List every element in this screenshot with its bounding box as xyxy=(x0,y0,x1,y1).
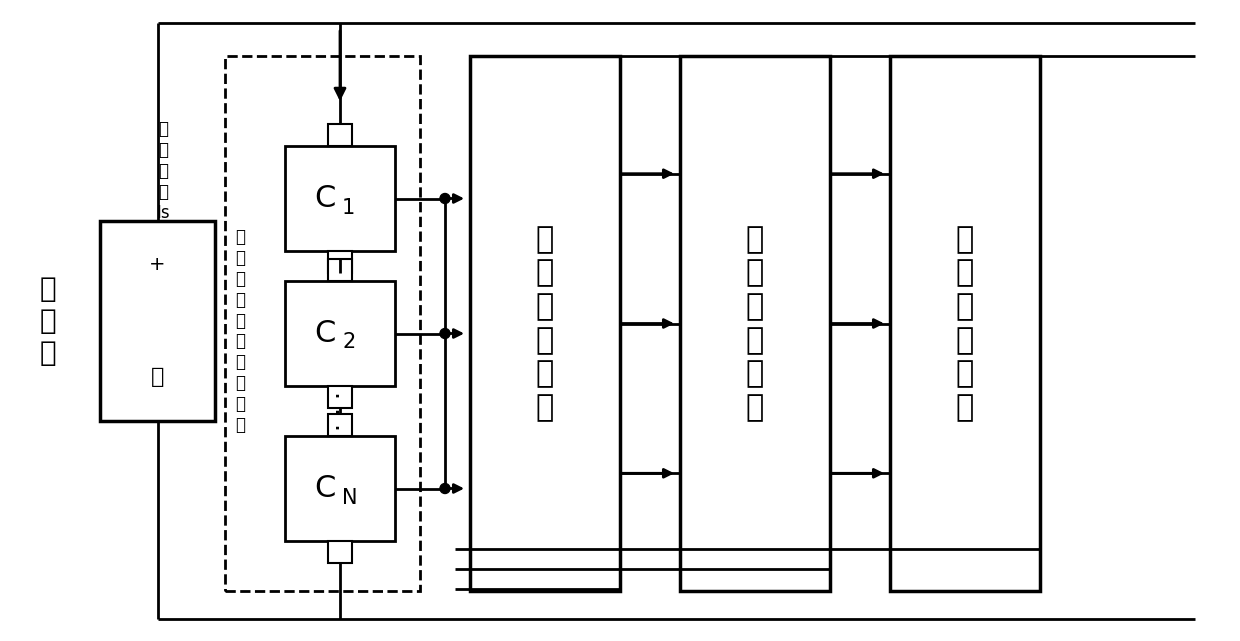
Bar xyxy=(285,146,396,251)
Text: C: C xyxy=(315,319,336,348)
Circle shape xyxy=(440,483,450,494)
Bar xyxy=(470,56,620,591)
Text: 充
电
机: 充 电 机 xyxy=(40,274,56,367)
Circle shape xyxy=(440,328,450,338)
Bar xyxy=(329,251,352,273)
Text: －: － xyxy=(151,367,164,387)
Bar xyxy=(329,414,352,436)
Bar xyxy=(329,541,352,563)
Bar xyxy=(890,56,1040,591)
Text: 均
衡
控
制
模
块: 均 衡 控 制 模 块 xyxy=(746,225,764,422)
Bar xyxy=(329,386,352,408)
Text: 均
衡
电
路
模
块: 均 衡 电 路 模 块 xyxy=(956,225,975,422)
Text: C: C xyxy=(315,474,336,503)
Text: 数
据
采
集
模
块: 数 据 采 集 模 块 xyxy=(536,225,554,422)
Circle shape xyxy=(440,194,450,203)
Bar xyxy=(285,436,396,541)
Text: N: N xyxy=(342,488,357,508)
Text: 串
联
液
态
金
属
电
池
单
元: 串 联 液 态 金 属 电 池 单 元 xyxy=(236,228,246,433)
Text: 1: 1 xyxy=(342,197,355,217)
Bar xyxy=(680,56,830,591)
Bar xyxy=(285,281,396,386)
Bar xyxy=(329,259,352,281)
Bar xyxy=(224,56,420,591)
Text: · · ·: · · · xyxy=(329,391,352,431)
Text: C: C xyxy=(315,184,336,213)
Text: 2: 2 xyxy=(342,333,355,353)
Bar xyxy=(329,124,352,146)
Bar xyxy=(100,221,215,421)
Text: +: + xyxy=(149,256,166,274)
Text: 充
电
电
流
Is: 充 电 电 流 Is xyxy=(156,121,170,222)
